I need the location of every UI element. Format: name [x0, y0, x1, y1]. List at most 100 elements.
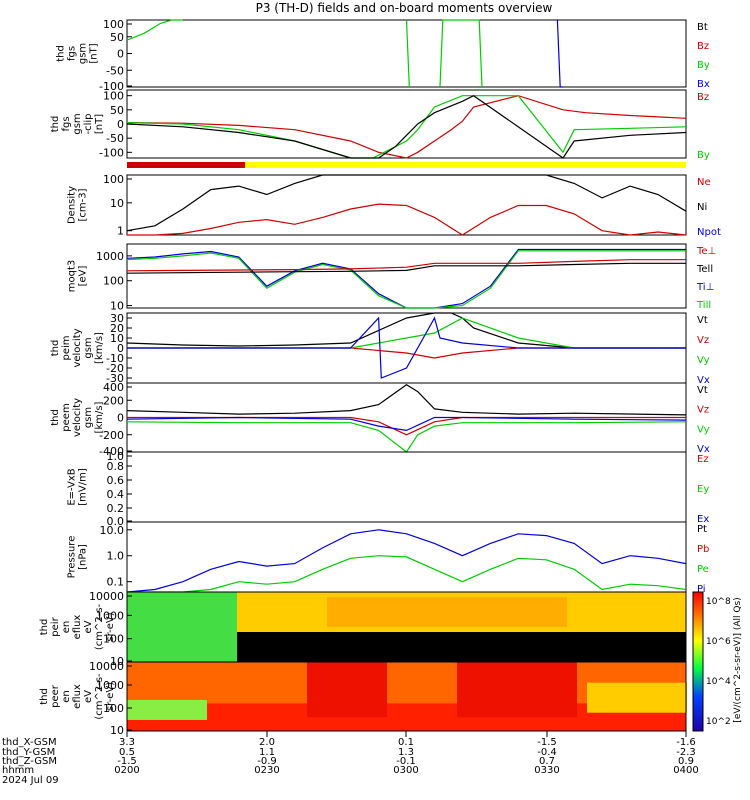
y-axis-label-line: en [61, 621, 72, 634]
y-tick-label: 30 [110, 312, 124, 325]
panel-pressure: 10.0 1.0 0.1 Pressure [nPa] Pt Pb Pe Pi [67, 521, 709, 595]
x-tick-label: 0200 [114, 765, 139, 776]
y-axis-label-line: thd [39, 619, 50, 636]
series-Vt [126, 383, 687, 416]
legend-entry: Pb [697, 544, 709, 555]
y-tick-label: -20 [106, 362, 124, 375]
y-axis-label: Pressure [nPa] [67, 536, 89, 579]
legend-entry: Pi [697, 584, 706, 595]
spectrogram-region [307, 662, 387, 718]
legend-entry: Vt [697, 385, 708, 396]
panel-density: 100 10 1 Density [cm-3] Ne Ni Npot [67, 173, 721, 238]
y-axis-label-line: peem [61, 403, 72, 431]
y-tick-label: 1000 [96, 250, 124, 263]
y-tick-label: -50 [106, 132, 124, 145]
y-axis-label-line: Pressure [67, 536, 78, 579]
legend-entry: Bt [697, 22, 708, 33]
y-tick-label: 0.1 [107, 576, 125, 589]
y-axis-label-line: gsm [83, 337, 94, 358]
spectrogram-region [127, 592, 237, 662]
y-axis-label-line: thd [56, 45, 67, 62]
y-tick-label: -100 [99, 80, 124, 93]
legend-entry: Pt [697, 524, 707, 535]
y-axis-label: thd peer en eflux eV (cm^2-s-sr-eV) [39, 673, 116, 720]
x-axis-row-label: thd_Z-GSM [2, 756, 57, 767]
y-tick-label: -100 [99, 146, 124, 159]
y-axis-label-line: thd [50, 340, 61, 357]
panel-temperature: 1000 100 10 moqt3 [eV] Te⊥ Tell Ti⊥ Till [67, 243, 716, 313]
y-tick-label: 0 [117, 118, 124, 131]
legend-entry: Te⊥ [696, 246, 716, 257]
y-tick-label: -400 [99, 445, 124, 458]
x-tick-label: 2.0 [259, 737, 275, 748]
y-tick-label: -30 [106, 372, 124, 385]
y-axis-label-line: [nPa] [78, 544, 89, 570]
y-axis-label-line: peim [61, 335, 72, 360]
spectrogram-region [237, 632, 686, 662]
panel-peir: 10000 1000 100 10 thd peir en eflux eV (cm^2-s-sr… [39, 590, 687, 668]
series-Vt [126, 312, 686, 349]
y-tick-label: 20 [110, 322, 124, 335]
y-tick-label: 10.0 [100, 524, 125, 537]
series-Bt [126, 95, 687, 159]
panel-efield: 1.00.80.60.40.20.0 E=-VxB [mV/m] Ez Ey Ex [67, 450, 710, 528]
status-bar-red [127, 162, 245, 168]
legend-entry: Vz [697, 335, 709, 346]
y-axis-label-line: velocity [72, 328, 83, 367]
x-tick-label: 1.1 [259, 747, 275, 758]
y-tick-label: 0.8 [107, 460, 125, 473]
legend-entry: Vx [697, 375, 710, 386]
y-axis-label-line: thd [39, 688, 50, 705]
x-tick-label: 0330 [534, 765, 559, 776]
y-axis-label: thd peir en eflux eV (cm^2-s-sr-eV) [39, 603, 116, 650]
x-tick-label: 1.3 [398, 747, 414, 758]
legend-entry: Bz [697, 92, 709, 103]
spectrogram-region [457, 662, 577, 718]
y-axis-label-line: [cm-3] [78, 188, 89, 221]
y-tick-label: 10 [110, 655, 124, 668]
y-axis-label-line: eV [83, 620, 94, 633]
y-axis-label: thd fgs gsm -clip [nT] [50, 113, 105, 134]
y-axis-label-line: eflux [72, 615, 83, 640]
legend-entry: Ne [697, 177, 711, 188]
status-bar-yellow [245, 162, 686, 168]
legend-entry: By [697, 150, 710, 161]
legend-entry: Vt [697, 315, 708, 326]
y-axis-label-line: eV [83, 690, 94, 703]
y-tick-label: 100 [103, 275, 124, 288]
spectrogram-region [127, 699, 207, 720]
y-tick-label: 100 [103, 18, 124, 31]
series-By [126, 95, 687, 159]
series-Ti⊥ [126, 248, 686, 309]
x-tick-label: 3.3 [119, 737, 135, 748]
series-Vx [127, 316, 686, 379]
y-tick-label: 50 [110, 31, 124, 44]
series-Bx [556, 19, 563, 88]
y-axis-label-line: thd [50, 409, 61, 426]
x-axis-row-label: thd_Y-GSM [2, 747, 55, 758]
legend-entry: Bz [697, 41, 709, 52]
y-tick-label: 1 [117, 225, 124, 238]
y-tick-label: 1.0 [107, 550, 125, 563]
y-axis-label-line: [km/s] [94, 401, 105, 433]
y-axis-label-line: -clip [83, 113, 94, 134]
y-axis-label-line: fgs [67, 46, 78, 61]
series-By [126, 19, 183, 41]
legend-entry: Ni [697, 202, 707, 213]
y-axis-label: thd peim velocity gsm [km/s] [50, 328, 105, 367]
x-tick-label: -2.3 [676, 747, 696, 758]
y-axis-label-line: fgs [61, 116, 72, 131]
x-tick-label: 0.5 [119, 747, 135, 758]
y-axis-label-line: gsm [83, 407, 94, 428]
y-axis-label-line: sr-eV) [105, 612, 116, 641]
x-tick-label: 0.1 [398, 737, 414, 748]
series-By [439, 19, 483, 88]
y-axis-label-line: [nT] [89, 43, 100, 63]
y-axis-label-line: [nT] [94, 114, 105, 134]
legend-entry: Bx [697, 79, 710, 90]
y-axis-label-line: moqt3 [67, 260, 78, 293]
colorbar-label: [eV/(cm^2-s-sr-eV)] (All Qs) [733, 597, 743, 722]
